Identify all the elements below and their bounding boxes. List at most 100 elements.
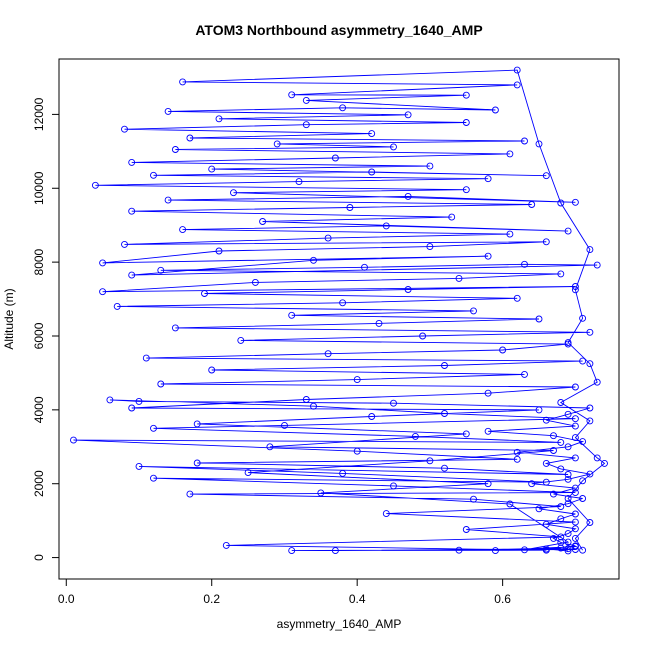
x-axis-label: asymmetry_1640_AMP — [277, 617, 402, 631]
data-point — [513, 294, 521, 302]
data-point — [571, 415, 579, 423]
data-point — [571, 534, 579, 542]
y-tick-label: 12000 — [32, 97, 46, 131]
y-axis-label: Altitude (m) — [2, 288, 16, 349]
data-point — [404, 286, 412, 293]
data-point — [215, 115, 223, 123]
data-point — [564, 545, 572, 553]
data-point — [157, 266, 165, 274]
data-point — [121, 125, 128, 133]
data-point — [557, 465, 565, 473]
data-point — [179, 226, 187, 234]
x-axis: 0.0 0.2 0.4 0.6 — [58, 578, 511, 606]
data-point — [579, 495, 587, 502]
data-point — [70, 436, 77, 444]
data-point — [368, 130, 376, 138]
data-point — [557, 544, 565, 552]
data-point — [564, 475, 572, 483]
data-point — [128, 404, 136, 412]
data-point — [491, 106, 499, 114]
data-point — [273, 140, 281, 148]
data-point — [571, 543, 579, 550]
data-point — [171, 146, 179, 153]
data-point — [593, 261, 601, 269]
data-point — [564, 500, 572, 508]
x-tick-label: 0.6 — [494, 592, 511, 606]
data-point — [593, 378, 601, 386]
data-point — [521, 137, 528, 145]
data-point — [564, 339, 572, 347]
data-point — [521, 546, 528, 554]
data-point — [302, 396, 310, 403]
data-point — [484, 480, 492, 488]
data-point — [353, 376, 361, 384]
data-point — [339, 104, 347, 112]
data-point — [528, 480, 536, 488]
data-point — [99, 259, 107, 267]
data-point — [302, 121, 310, 129]
data-point — [542, 520, 550, 528]
data-point — [441, 464, 448, 472]
data-point — [586, 246, 594, 254]
data-point — [310, 402, 317, 410]
data-point — [302, 96, 310, 104]
data-point — [390, 143, 397, 151]
data-point — [150, 424, 157, 432]
data-point — [455, 274, 463, 282]
data-point — [513, 448, 521, 456]
data-point — [571, 546, 579, 553]
data-point — [564, 227, 572, 235]
data-point — [113, 302, 121, 310]
x-tick-label: 0.2 — [203, 592, 220, 606]
data-point — [390, 399, 397, 407]
data-point — [121, 240, 128, 248]
data-point — [579, 477, 587, 485]
data-point — [564, 547, 572, 555]
data-point — [557, 199, 565, 207]
y-axis: 0 2000 4000 6000 8000 10000 12000 — [32, 97, 60, 561]
data-point — [462, 91, 470, 99]
data-point — [571, 489, 579, 497]
data-point — [586, 328, 594, 336]
data-point — [535, 315, 543, 323]
data-point — [346, 204, 354, 211]
data-point — [353, 447, 361, 455]
data-point — [288, 547, 296, 555]
data-point — [506, 500, 514, 508]
data-point — [542, 478, 550, 486]
data-point — [484, 252, 492, 260]
y-tick-label: 8000 — [32, 248, 46, 275]
data-point — [193, 420, 201, 428]
data-point — [601, 459, 608, 467]
data-point — [470, 495, 477, 503]
data-point — [557, 515, 565, 523]
data-point — [513, 455, 521, 463]
data-point — [571, 434, 579, 442]
data-point — [259, 218, 267, 225]
data-point — [331, 547, 339, 555]
data-point — [150, 171, 157, 179]
data-point — [295, 178, 303, 186]
data-point — [550, 534, 557, 542]
data-point — [484, 427, 492, 435]
data-point — [586, 519, 594, 526]
data-point — [179, 78, 187, 86]
data-point — [557, 270, 565, 278]
data-point — [382, 510, 390, 518]
data-point — [571, 525, 579, 533]
data-point — [193, 459, 201, 467]
data-point — [571, 518, 579, 526]
data-point — [106, 396, 114, 404]
data-point — [550, 490, 557, 498]
data-point — [324, 350, 332, 358]
data-point — [542, 172, 550, 180]
data-point — [426, 457, 434, 465]
data-point — [251, 278, 259, 286]
data-point — [462, 526, 470, 533]
data-point — [91, 181, 99, 189]
data-point — [557, 503, 565, 511]
data-point — [164, 196, 172, 204]
data-point — [462, 186, 470, 194]
data-point — [368, 413, 376, 420]
